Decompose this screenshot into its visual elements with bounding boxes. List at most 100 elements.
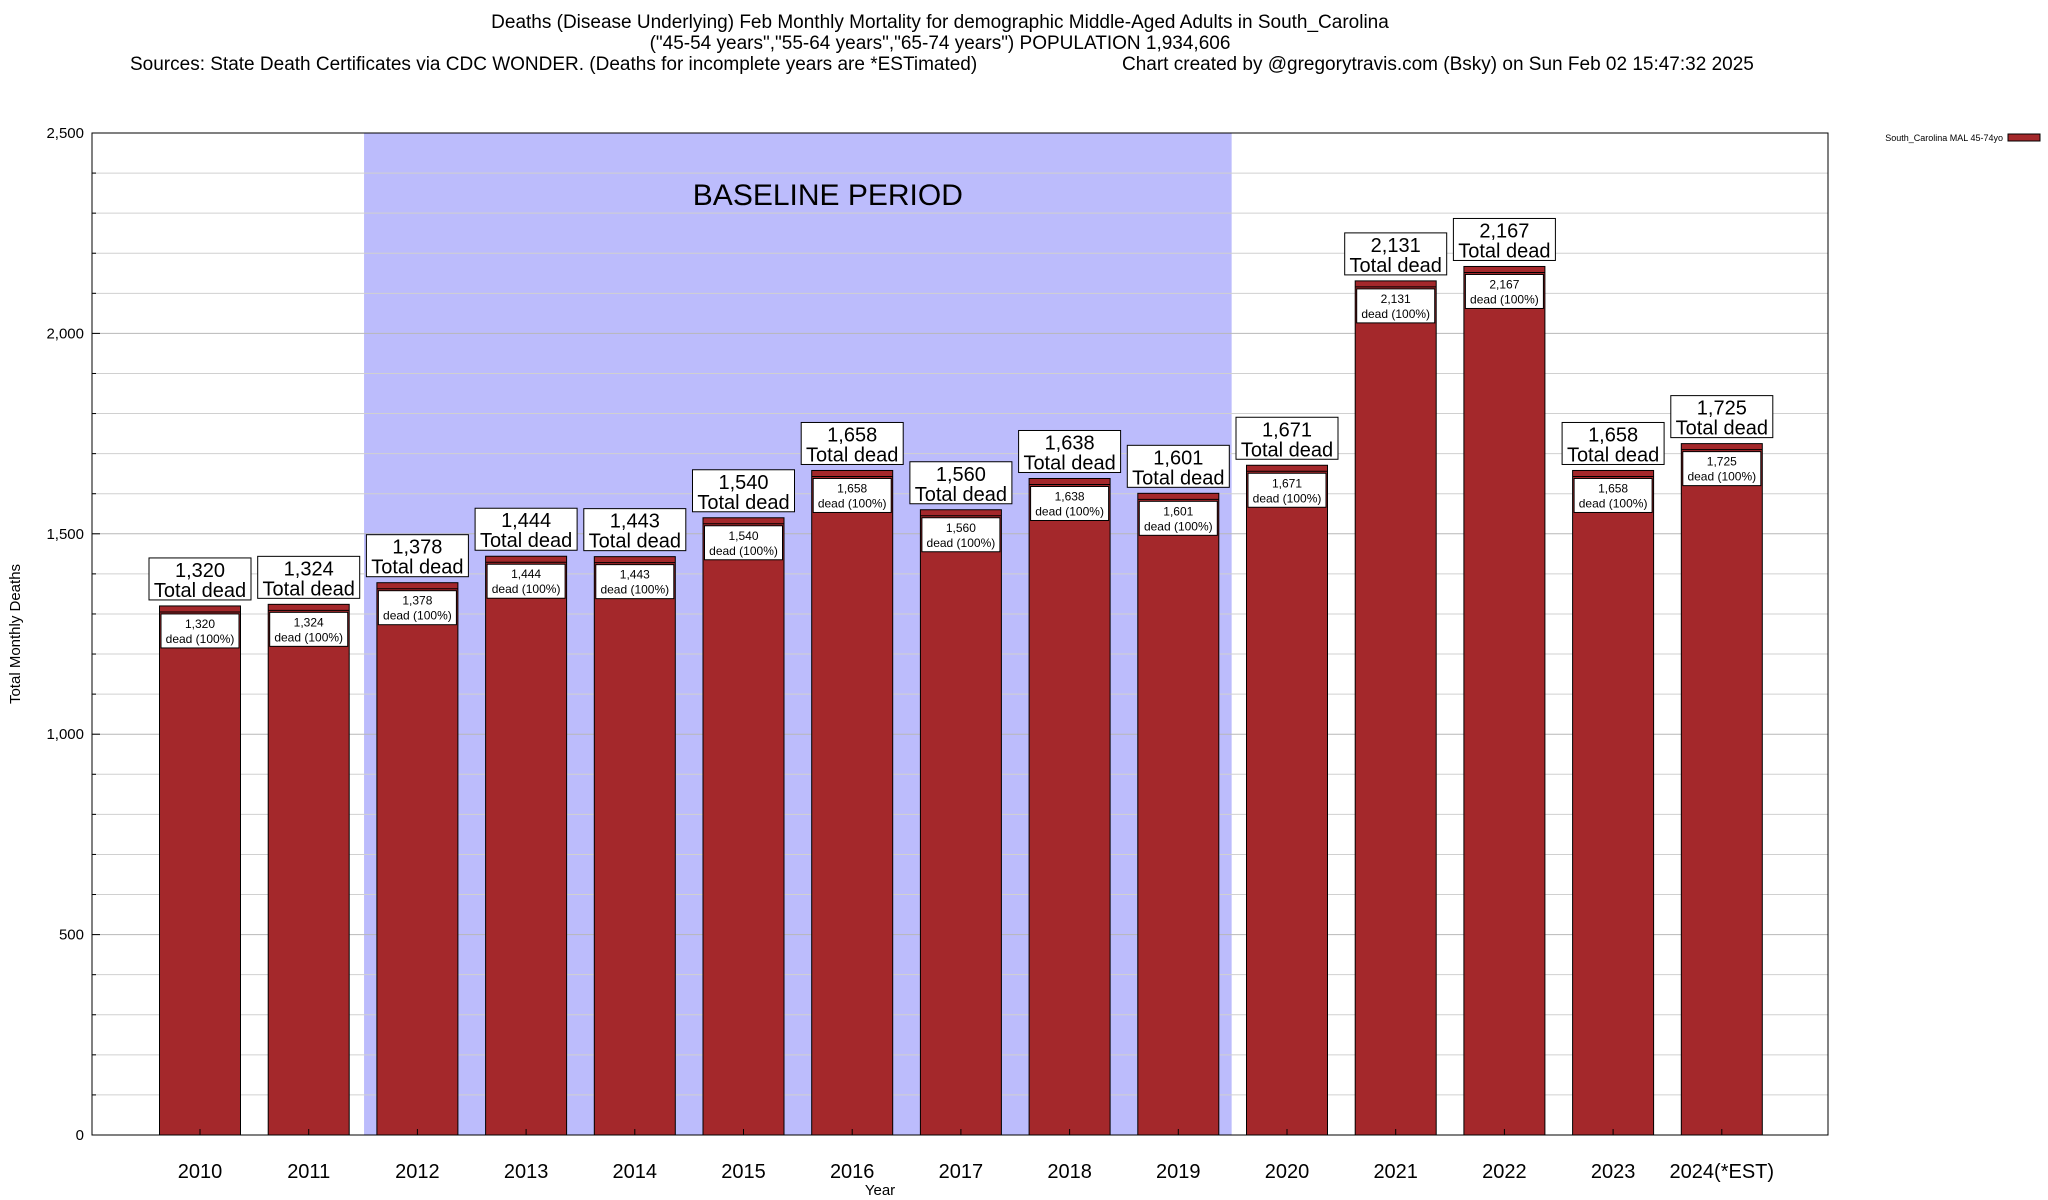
top-label-box [1126,444,1230,488]
top-value-label: 1,324 [284,558,334,580]
y-tick-label: 500 [59,927,84,944]
top-total-dead-label: Total dead [263,578,355,600]
x-tick-label: 2013 [504,1161,549,1183]
inner-dead-label: dead (100%) [1144,519,1213,533]
bar [1680,443,1763,1136]
inner-dead-label: dead (100%) [818,496,887,510]
bar [485,555,568,1136]
inner-value-label: 1,378 [402,594,432,608]
top-total-dead-label: Total dead [1458,240,1550,262]
bar [1354,280,1437,1136]
top-value-label: 1,443 [610,511,660,533]
inner-dead-label: dead (100%) [274,630,343,644]
inner-dead-label: dead (100%) [1361,307,1430,321]
inner-value-label: 1,658 [1598,481,1628,495]
chart-title: Deaths (Disease Underlying) Feb Monthly … [491,12,1389,33]
x-tick-label: 2011 [287,1161,330,1183]
legend-swatch [2007,133,2041,142]
x-tick-label: 2016 [830,1161,875,1183]
inner-dead-label: dead (100%) [600,583,669,597]
y-tick-label: 1,000 [46,726,84,743]
top-value-label: 1,444 [501,510,551,532]
x-tick-label: 2024(*EST) [1670,1161,1775,1183]
top-value-label: 1,658 [827,424,877,446]
inner-label-box [1247,472,1327,508]
y-tick-label: 2,000 [46,325,84,342]
inner-label-box [812,477,892,513]
inner-dead-label: dead (100%) [492,582,561,596]
y-tick-label: 1,500 [46,526,84,543]
x-tick-label: 2018 [1047,1161,1092,1183]
bar [1137,492,1220,1136]
inner-value-label: 1,324 [294,615,324,629]
x-tick-label: 2010 [178,1161,223,1183]
inner-label-box [1030,485,1110,521]
inner-label-box [269,611,349,647]
x-tick-label: 2019 [1156,1161,1201,1183]
inner-label-box [595,564,675,600]
inner-dead-label: dead (100%) [709,544,778,558]
top-label-box [474,507,578,551]
top-total-dead-label: Total dead [154,580,246,602]
bar [267,603,350,1136]
top-label-box [1452,217,1556,261]
bar [593,556,676,1136]
inner-dead-label: dead (100%) [927,536,996,550]
inner-label-box [921,517,1001,553]
top-label-box [909,461,1013,505]
top-label-box [257,555,361,599]
legend-label: South_Carolina MAL 45-74yo [1885,133,2003,143]
top-label-box [583,508,687,552]
x-tick-label: 2023 [1591,1161,1636,1183]
inner-dead-label: dead (100%) [1687,470,1756,484]
inner-dead-label: dead (100%) [1470,292,1539,306]
inner-value-label: 2,131 [1381,292,1411,306]
inner-label-box [1138,500,1218,536]
top-total-dead-label: Total dead [806,444,898,466]
x-tick-label: 2012 [395,1161,440,1183]
y-tick-label: 0 [76,1127,84,1144]
bar [1246,464,1328,1136]
inner-label-box [1682,451,1762,487]
top-total-dead-label: Total dead [915,484,1007,506]
inner-value-label: 1,638 [1055,489,1085,503]
top-label-box [1670,395,1774,439]
inner-label-box [1356,288,1436,324]
top-total-dead-label: Total dead [480,530,572,552]
inner-dead-label: dead (100%) [1579,496,1648,510]
bar [159,605,241,1136]
chart-credit: Chart created by @gregorytravis.com (Bsk… [1122,54,1754,75]
inner-value-label: 1,540 [728,529,758,543]
chart-sources: Sources: State Death Certificates via CD… [130,54,978,75]
inner-label-box [486,563,566,599]
inner-value-label: 1,560 [946,521,976,535]
bar [1572,469,1655,1136]
x-tick-label: 2017 [939,1161,984,1183]
top-total-dead-label: Total dead [697,492,789,514]
top-value-label: 1,601 [1153,447,1203,469]
top-value-label: 2,131 [1371,235,1421,257]
inner-value-label: 1,658 [837,481,867,495]
inner-value-label: 1,443 [620,568,650,582]
inner-label-box [1573,477,1653,513]
top-value-label: 1,658 [1588,424,1638,446]
top-label-box [692,469,795,513]
top-total-dead-label: Total dead [589,531,681,553]
inner-label-box [377,590,457,626]
bar [811,469,894,1136]
inner-label-box [704,525,783,561]
bar [919,509,1002,1136]
top-value-label: 1,725 [1697,398,1747,420]
inner-dead-label: dead (100%) [383,609,452,623]
inner-label-box [1464,273,1544,309]
